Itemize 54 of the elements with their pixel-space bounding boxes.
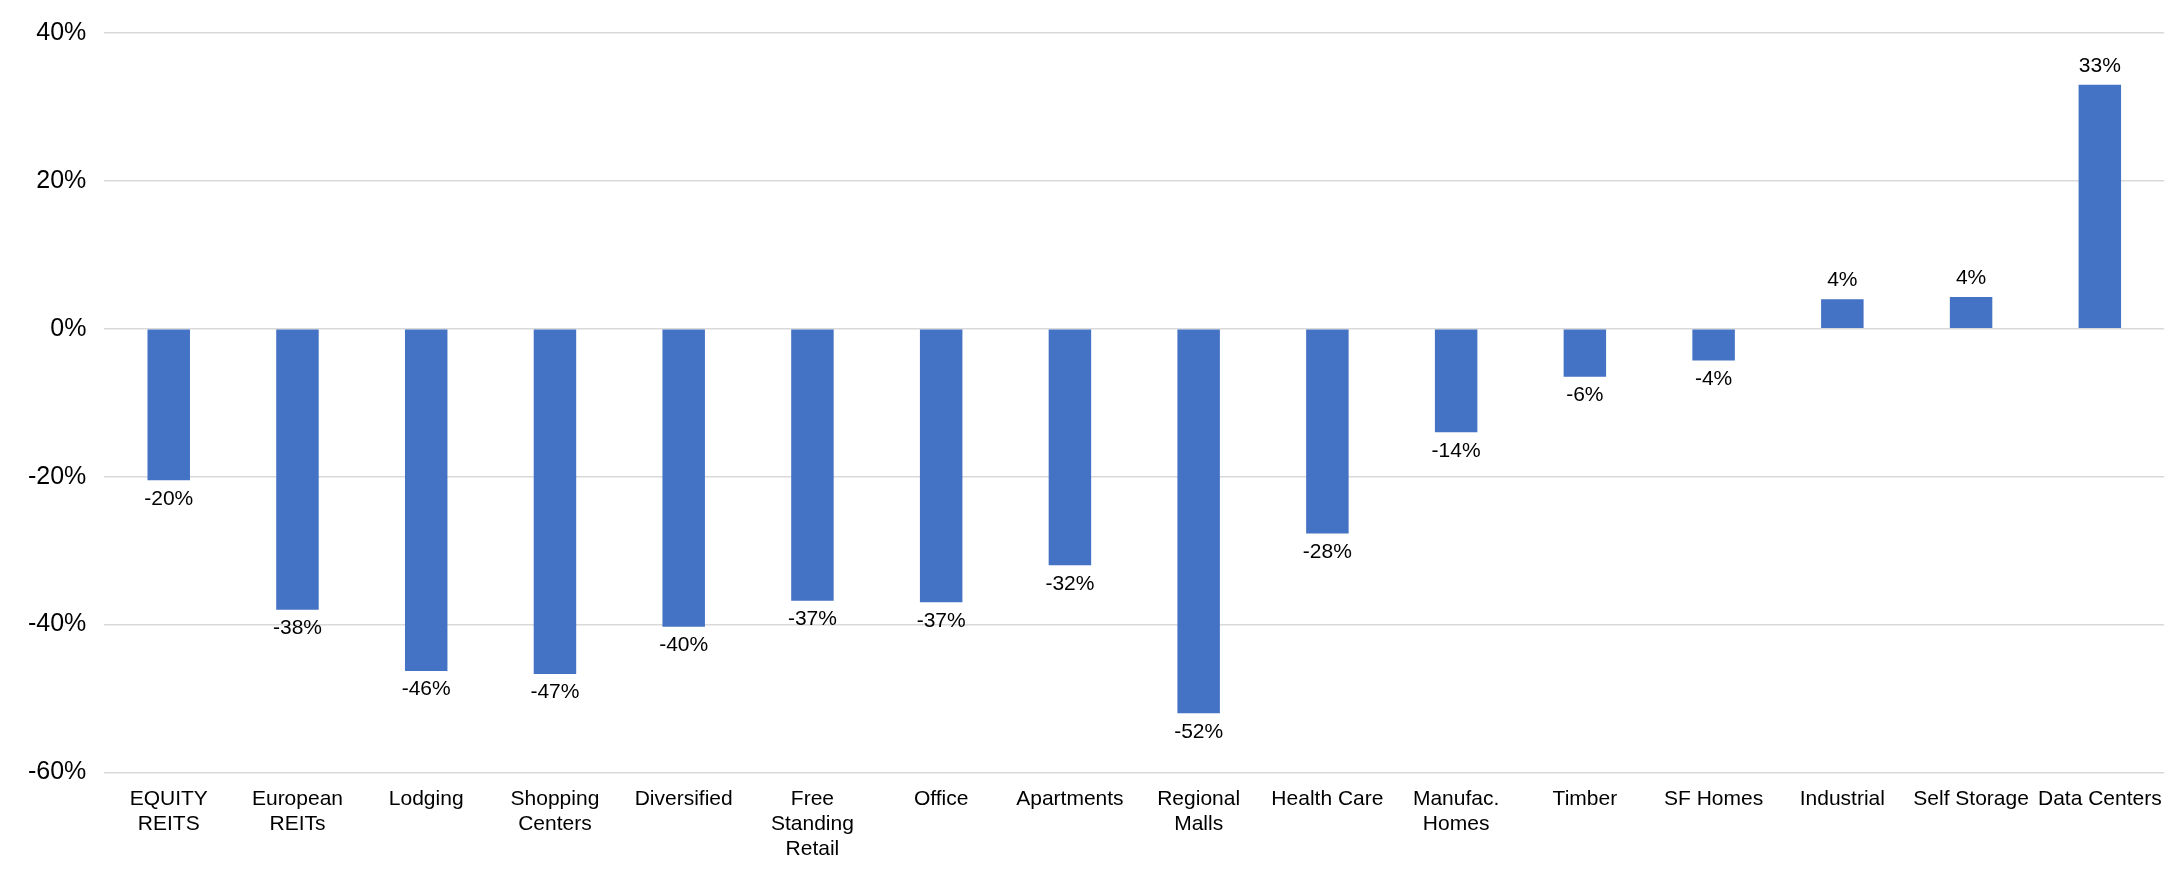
data-label: -38%: [272, 615, 322, 639]
bar: [1821, 299, 1864, 329]
x-tick-label: Data Centers: [2037, 785, 2162, 809]
data-label: 4%: [1827, 267, 1858, 291]
x-tick-label: Regional Malls: [1157, 785, 1241, 834]
data-label: 4%: [1955, 265, 1987, 289]
data-label: -37%: [916, 607, 966, 631]
bar: [147, 329, 190, 481]
x-tick-label: EQUITY REITS: [129, 785, 208, 834]
x-tick-label: Shopping Centers: [510, 785, 600, 834]
data-label: -20%: [144, 485, 194, 509]
bar: [1177, 329, 1220, 714]
data-label: -4%: [1694, 365, 1733, 389]
data-label: -6%: [1566, 382, 1604, 406]
bar: [276, 329, 319, 610]
data-label: -52%: [1174, 718, 1224, 742]
y-tick-label: 40%: [36, 16, 87, 45]
data-label: 33%: [2078, 53, 2121, 77]
x-tick-label: Industrial: [1799, 785, 1885, 809]
x-tick-label: Office: [913, 785, 969, 809]
x-tick-label: Health Care: [1271, 785, 1384, 809]
y-tick-label: -20%: [27, 460, 87, 489]
x-tick-label: Apartments: [1016, 785, 1124, 809]
data-label: -14%: [1431, 437, 1481, 461]
bar: [1692, 329, 1735, 361]
data-label: -47%: [530, 679, 580, 703]
bar: [404, 329, 448, 672]
y-tick-label: -40%: [27, 608, 87, 637]
bar: [533, 329, 577, 675]
x-tick-label: Lodging: [388, 785, 464, 809]
bar: [791, 329, 834, 601]
bar: [1434, 329, 1478, 433]
data-label: -37%: [787, 606, 837, 630]
bar: [919, 329, 963, 603]
x-tick-label: Manufac. Homes: [1412, 785, 1500, 834]
data-label: -28%: [1302, 538, 1352, 562]
bar: [1563, 329, 1607, 377]
bar: [1048, 329, 1092, 566]
x-tick-label: European REITs: [251, 785, 344, 834]
data-label: -32%: [1045, 570, 1095, 594]
x-tick-label: Timber: [1552, 785, 1618, 809]
bar: [1949, 296, 1993, 329]
x-tick-label: SF Homes: [1664, 785, 1764, 809]
bar: [2078, 84, 2122, 329]
data-label: -46%: [401, 676, 451, 700]
y-tick-label: 20%: [36, 164, 87, 193]
y-tick-label: 0%: [50, 312, 87, 341]
data-label: -40%: [659, 632, 709, 656]
bar: [1306, 329, 1349, 534]
x-tick-label: Self Storage: [1913, 785, 2029, 809]
bar: [662, 329, 705, 627]
x-tick-label: Free Standing Retail: [770, 785, 854, 860]
y-tick-label: -60%: [27, 756, 87, 785]
x-tick-label: Diversified: [634, 785, 733, 809]
